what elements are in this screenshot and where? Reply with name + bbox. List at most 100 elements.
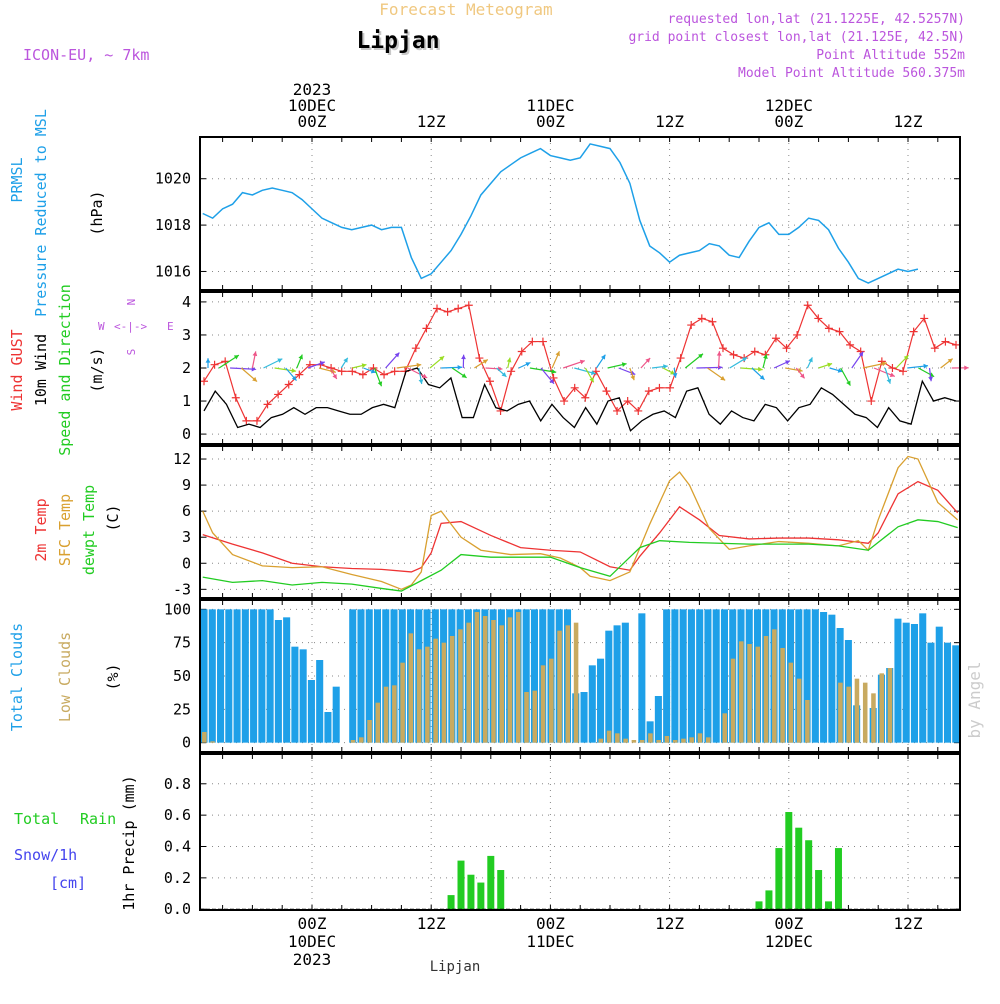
total-cloud-bar: [911, 624, 918, 743]
rain-bar: [785, 812, 792, 909]
pressure-line: [203, 144, 918, 283]
y-tick-label: 75: [173, 634, 191, 652]
low-cloud-bar: [549, 659, 554, 743]
low-cloud-bar: [723, 713, 728, 742]
panel-frame: [200, 754, 960, 910]
wind-label-gust: Wind GUST: [8, 329, 26, 410]
legend-snow-unit: [cm]: [50, 874, 86, 892]
gust-marker: [200, 377, 208, 385]
temp-line-sfc: [203, 456, 958, 589]
gust-marker: [465, 301, 473, 309]
pressure-unit: (hPa): [88, 190, 106, 235]
temp-line-2m: [203, 482, 958, 572]
rain-bar: [765, 890, 772, 909]
gust-marker: [348, 367, 356, 375]
low-cloud-bar: [673, 740, 678, 743]
y-tick-label: 3: [182, 326, 191, 344]
total-cloud-bar: [680, 609, 687, 742]
total-cloud-bar: [308, 680, 315, 743]
wind-unit: (m/s): [88, 347, 106, 392]
low-cloud-bar: [888, 668, 893, 743]
y-tick-label: 1020: [155, 170, 191, 188]
gust-marker: [941, 338, 949, 346]
low-cloud-bar: [846, 687, 851, 743]
gust-marker: [486, 377, 494, 385]
wind-arrow-head: [206, 358, 211, 362]
bottom-time-label: 00Z: [536, 914, 565, 933]
rain-bar: [775, 848, 782, 909]
temp-label-2m: 2m Temp: [32, 498, 50, 561]
low-cloud-bar: [838, 683, 843, 743]
low-cloud-bar: [756, 647, 761, 743]
total-cloud-bar: [952, 645, 959, 742]
gust-marker: [719, 344, 727, 352]
low-cloud-bar: [392, 685, 397, 742]
total-cloud-bar: [894, 619, 901, 743]
gust-marker: [666, 384, 674, 392]
total-cloud-bar: [225, 609, 232, 742]
total-cloud-bar: [234, 609, 241, 742]
compass-arrow: <-|->: [114, 320, 147, 333]
compass-s: S: [125, 349, 138, 356]
low-cloud-bar: [879, 673, 884, 742]
cloud-unit: (%): [104, 663, 122, 690]
low-cloud-bar: [210, 741, 215, 742]
low-cloud-bar: [656, 740, 661, 743]
gust-marker: [454, 305, 462, 313]
y-tick-label: 1018: [155, 216, 191, 234]
total-cloud-bar: [357, 609, 364, 742]
temp-line-dewpt: [203, 520, 958, 591]
wind-arrow-head: [362, 363, 367, 368]
total-cloud-bar: [688, 609, 695, 742]
low-cloud-bar: [384, 687, 389, 743]
gust-marker: [359, 371, 367, 379]
bottom-time-label: 12Z: [417, 914, 446, 933]
low-cloud-bar: [797, 679, 802, 743]
gust-marker: [888, 364, 896, 372]
gust-marker: [211, 361, 219, 369]
total-cloud-bar: [944, 643, 951, 743]
low-cloud-bar: [516, 612, 521, 743]
total-cloud-bar: [597, 659, 604, 743]
gust-marker: [655, 384, 663, 392]
low-cloud-bar: [466, 623, 471, 743]
low-cloud-bar: [607, 731, 612, 743]
total-cloud-bar: [275, 620, 282, 743]
total-cloud-bar: [283, 617, 290, 742]
bottom-time-label: 10DEC: [288, 932, 336, 951]
gust-marker: [687, 321, 695, 329]
y-tick-label: 1: [182, 392, 191, 410]
total-cloud-bar: [820, 612, 827, 743]
gust-marker: [698, 314, 706, 322]
gust-marker: [931, 344, 939, 352]
gust-marker: [444, 308, 452, 316]
gust-marker: [338, 367, 346, 375]
panel-precip: 0.00.20.40.60.8: [164, 754, 960, 918]
rain-bar: [497, 870, 504, 909]
y-tick-label: 2: [182, 359, 191, 377]
top-time-label: 00Z: [774, 112, 803, 131]
y-tick-label: 0: [182, 554, 191, 572]
low-cloud-bar: [491, 620, 496, 743]
total-cloud-bar: [242, 609, 249, 742]
low-cloud-bar: [789, 663, 794, 743]
legend-total: Total: [14, 810, 59, 828]
gust-marker: [433, 305, 441, 313]
rain-bar: [477, 883, 484, 910]
y-tick-label: 0: [182, 734, 191, 752]
location-title: Lipjan: [356, 28, 439, 54]
low-cloud-bar: [632, 740, 637, 743]
low-cloud-bar: [483, 616, 488, 743]
wind-arrow-head: [461, 355, 466, 359]
rain-bar: [805, 840, 812, 909]
gust-marker: [539, 338, 547, 346]
y-tick-label: 0.0: [164, 900, 191, 918]
low-cloud-bar: [863, 683, 868, 743]
total-cloud-bar: [291, 647, 298, 743]
y-tick-label: 0.6: [164, 806, 191, 824]
y-tick-label: 0.2: [164, 869, 191, 887]
